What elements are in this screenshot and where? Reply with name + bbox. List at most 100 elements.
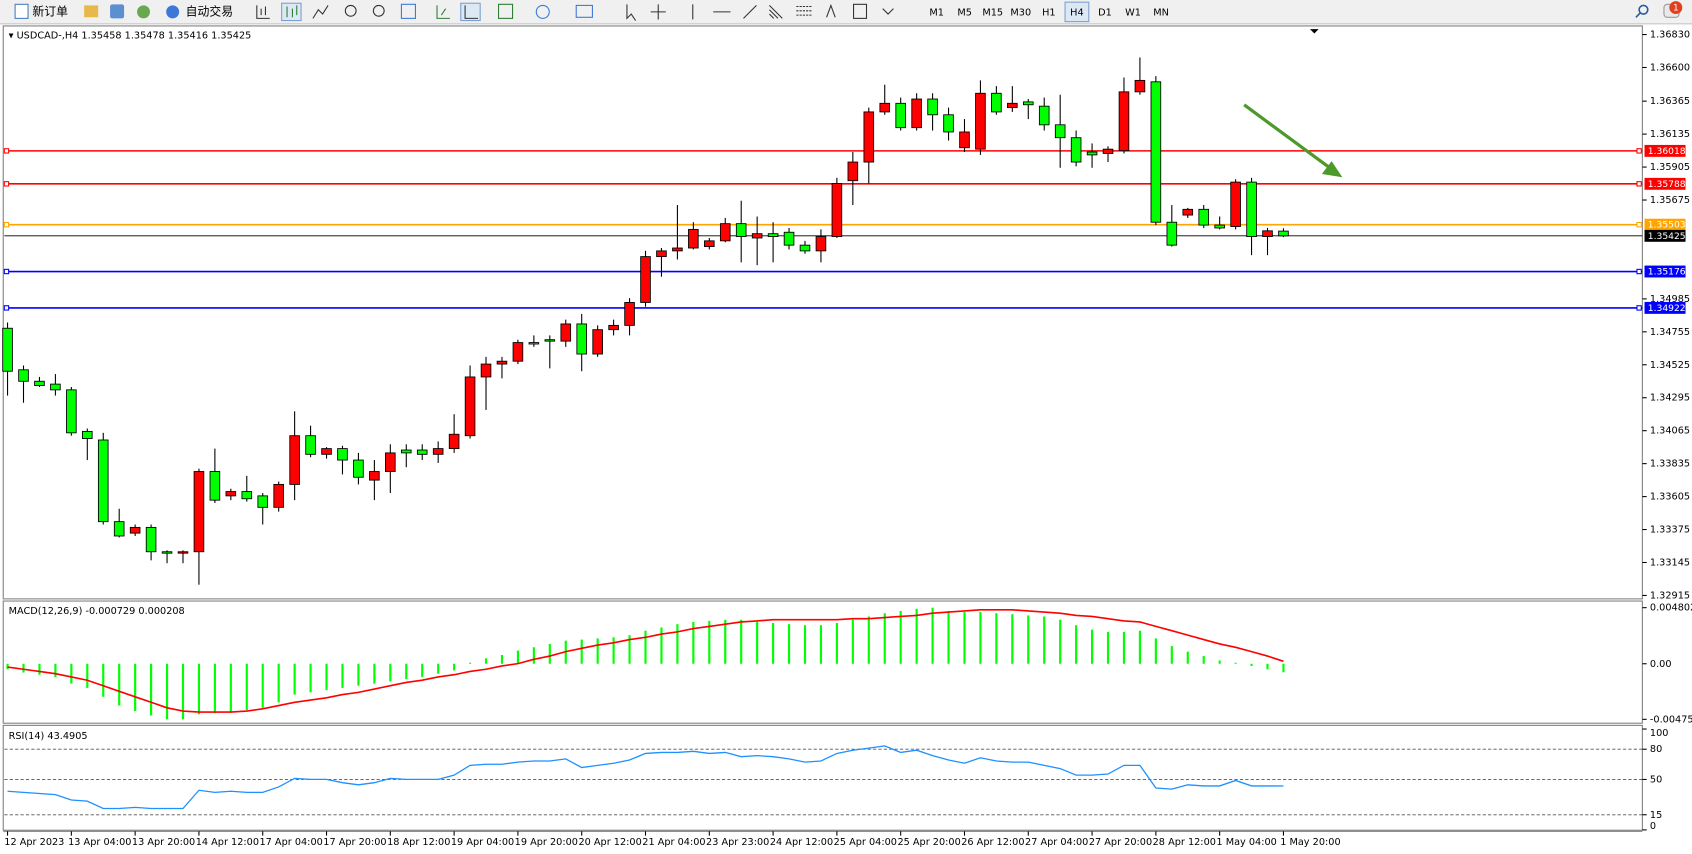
- candle-body: [847, 161, 859, 182]
- tool-zoom-in[interactable]: [344, 4, 357, 17]
- search-icon[interactable]: [1635, 4, 1649, 18]
- macd-bar: [309, 663, 312, 693]
- timeframe-button[interactable]: H4: [1070, 7, 1083, 18]
- macd-bar: [516, 650, 519, 664]
- macd-bar: [421, 663, 424, 677]
- tool-zoom-out[interactable]: [372, 4, 385, 17]
- notification-icon[interactable]: 1: [1663, 1, 1683, 18]
- toolbar-icon[interactable]: [84, 5, 99, 18]
- rsi-value: 43.4905: [47, 731, 87, 742]
- macd-bar: [1170, 646, 1173, 664]
- macd-bar: [134, 663, 137, 712]
- tool-candles[interactable]: [286, 5, 298, 18]
- macd-bar: [979, 612, 982, 664]
- tool-crosshair[interactable]: [650, 4, 666, 20]
- time-label: 19 Apr 04:00: [451, 837, 514, 848]
- search-lens: [1638, 4, 1649, 15]
- new-order-button[interactable]: 新订单: [14, 3, 68, 19]
- timeframe-active[interactable]: [1064, 1, 1090, 23]
- timeframe-button[interactable]: M15: [982, 7, 1003, 18]
- candle-body: [783, 231, 795, 246]
- candle-body: [1230, 181, 1241, 227]
- candle-body: [1054, 124, 1066, 139]
- timeframe-button[interactable]: M30: [1010, 7, 1031, 18]
- macd-bar: [772, 622, 775, 664]
- symbol: USDCAD-,H4: [17, 31, 79, 42]
- tool-bar-chart[interactable]: [256, 5, 270, 19]
- candle-body: [177, 551, 189, 554]
- macd-bar: [724, 619, 727, 664]
- macd-bar: [229, 663, 232, 713]
- macd-bar: [995, 613, 998, 664]
- tool-trendline[interactable]: [743, 5, 757, 19]
- tool-channel[interactable]: [769, 5, 783, 19]
- rsi-tick-label: 100: [1650, 728, 1669, 739]
- timeframe-button[interactable]: MN: [1153, 7, 1169, 18]
- timeframe-button[interactable]: H1: [1042, 7, 1055, 18]
- price-tick-label: 1.36135: [1650, 129, 1690, 140]
- macd-tick-label: -0.004758: [1650, 714, 1692, 725]
- macd-bar: [245, 663, 248, 711]
- tool-fibo[interactable]: [796, 5, 812, 16]
- macd-bar: [197, 663, 201, 715]
- time-label: 28 Apr 12:00: [1153, 837, 1216, 848]
- collapse-marker: ▾: [9, 31, 17, 42]
- price-tick-label: 1.33145: [1650, 557, 1690, 568]
- tool-text[interactable]: [826, 3, 836, 18]
- auto-trading-button[interactable]: 自动交易: [166, 4, 233, 18]
- tool-shift[interactable]: [464, 5, 479, 19]
- candle-body: [879, 102, 891, 113]
- price-panel: [2, 25, 1643, 600]
- macd-bar: [341, 663, 344, 688]
- tool-candles-active[interactable]: [281, 2, 302, 22]
- chart-header: ▾ USDCAD-,H4 1.35458 1.35478 1.35416 1.3…: [9, 31, 252, 42]
- candle-body: [305, 435, 316, 455]
- timeframe-button[interactable]: D1: [1098, 7, 1112, 18]
- macd-bar: [181, 663, 185, 720]
- time-label: 26 Apr 12:00: [961, 837, 1024, 848]
- tool-templates[interactable]: [575, 4, 593, 18]
- candle-body: [704, 240, 715, 248]
- candle-body: [369, 471, 380, 481]
- macd-bar: [596, 638, 599, 664]
- macd-bar: [118, 663, 121, 706]
- candle-body: [815, 236, 827, 252]
- level-handle: [1636, 268, 1642, 275]
- tool-tile[interactable]: [400, 3, 416, 19]
- macd-bar: [1218, 660, 1221, 664]
- tool-periods[interactable]: [535, 4, 550, 19]
- tool-cursor[interactable]: [626, 4, 637, 21]
- level-price-label: 1.35176: [1648, 267, 1686, 278]
- candle-body: [1070, 137, 1082, 163]
- macd-bar: [38, 663, 41, 675]
- price-tick-label: 1.35675: [1650, 195, 1690, 206]
- price-tick-label: 1.33835: [1650, 459, 1690, 470]
- candle-body: [1262, 230, 1273, 237]
- candles-layer: [2, 57, 1643, 816]
- timeframe-button[interactable]: W1: [1125, 7, 1141, 18]
- timeframe-button[interactable]: M5: [957, 7, 972, 18]
- macd-bar: [484, 658, 488, 664]
- time-label: 12 Apr 2023: [4, 837, 64, 848]
- tool-line-chart[interactable]: [312, 5, 329, 19]
- toolbar-icon[interactable]: [137, 5, 150, 19]
- candle-body: [337, 448, 348, 461]
- level-handle: [3, 148, 10, 154]
- toolbar-icon[interactable]: [110, 4, 125, 19]
- tool-arrows[interactable]: [882, 8, 894, 15]
- rsi-header: RSI(14) 43.4905: [9, 731, 88, 742]
- macd-bar: [1075, 625, 1078, 664]
- candle-body: [1150, 81, 1162, 223]
- tool-autoscroll[interactable]: [436, 5, 450, 19]
- tool-indicators[interactable]: [497, 3, 514, 19]
- timeframe-bar: M1 M5 M15 M30 H1 H4 D1 W1 MN: [929, 1, 1169, 23]
- timeframe-button[interactable]: M1: [929, 7, 944, 18]
- macd-bar: [22, 663, 25, 673]
- tool-label[interactable]: [853, 3, 868, 19]
- macd-bar: [644, 630, 647, 664]
- macd-bar: [931, 607, 934, 664]
- candle-body: [1214, 224, 1225, 229]
- candle-body: [719, 223, 731, 242]
- candle-body: [321, 448, 332, 455]
- macd-bar: [1202, 656, 1205, 664]
